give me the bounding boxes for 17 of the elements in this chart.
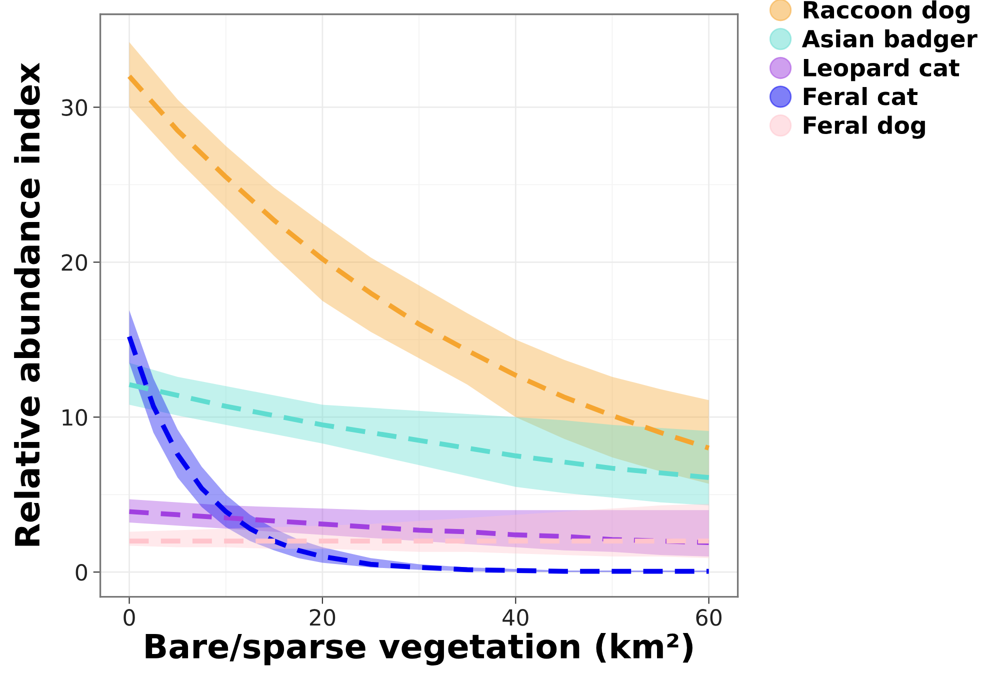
y-tick-label: 20: [62, 254, 88, 271]
y-tick-label: 30: [62, 99, 88, 116]
line-series: [126, 382, 712, 480]
x-axis-title: Bare/sparse vegetation (km²): [146, 632, 692, 666]
x-tick-label: 60: [696, 609, 722, 626]
x-tick-label: 0: [124, 609, 135, 626]
x-tick-label: 20: [310, 609, 336, 626]
line-series: [126, 74, 712, 451]
legend-label: Raccoon dog: [804, 0, 970, 24]
legend-label: Feral dog: [804, 116, 925, 139]
legend-label: Leopard cat: [804, 58, 960, 82]
y-tick-label: 0: [76, 564, 88, 581]
y-axis-title: Relative abundance index: [14, 62, 40, 546]
y-tick-label: 10: [62, 409, 88, 426]
legend-label: Feral cat: [804, 87, 918, 106]
legend-label: Asian badger: [802, 29, 978, 52]
x-tick-label: 40: [502, 609, 528, 626]
